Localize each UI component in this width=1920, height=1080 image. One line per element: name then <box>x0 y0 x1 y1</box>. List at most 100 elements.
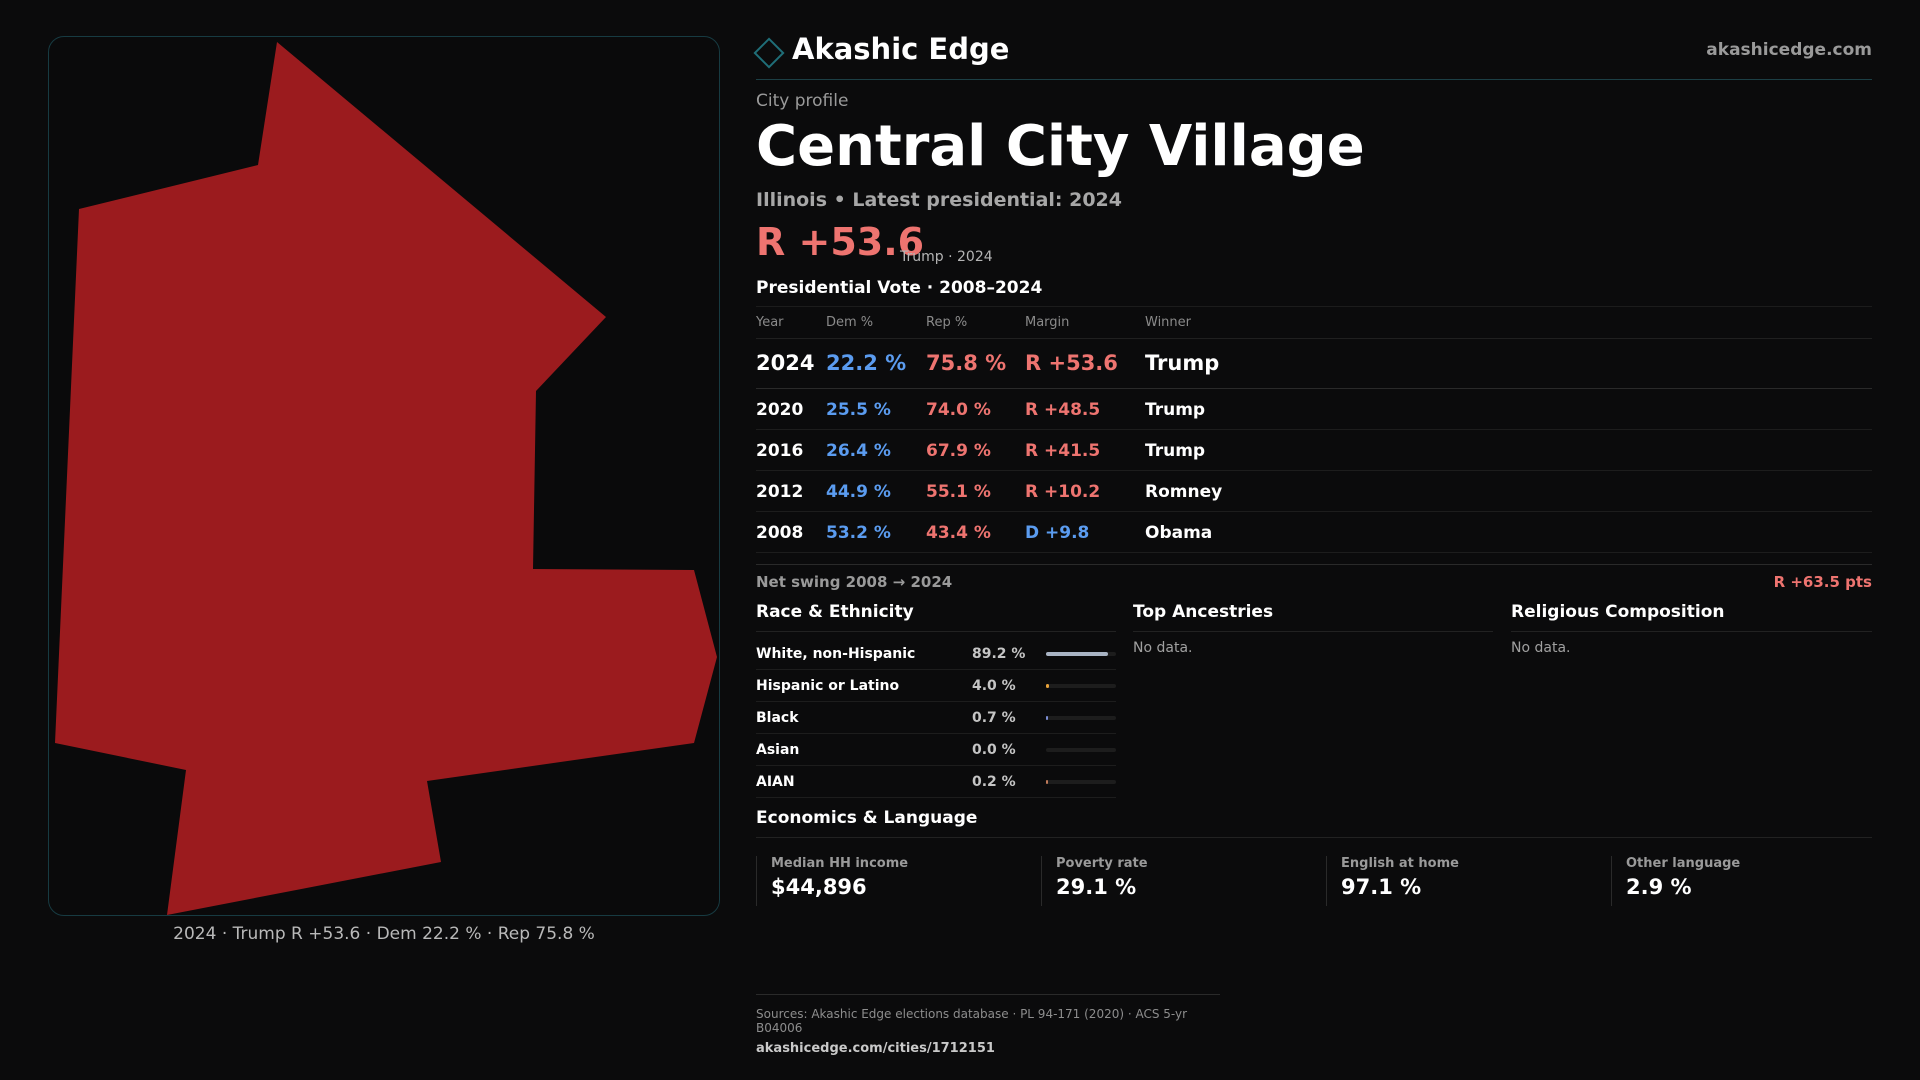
sources-text: Sources: Akashic Edge elections database… <box>756 1007 1188 1035</box>
row-dem-pct: 53.2 % <box>826 523 891 543</box>
race-bar <box>1046 716 1116 720</box>
race-bar-fill <box>1046 652 1108 656</box>
row-winner: Romney <box>1145 482 1223 502</box>
econ-value: 29.1 % <box>1056 875 1137 899</box>
row-margin: R +48.5 <box>1025 400 1101 420</box>
econ-cell-other-language: Other language 2.9 % <box>1611 856 1881 906</box>
race-bar-fill <box>1046 780 1048 784</box>
list-item: AIAN 0.2 % <box>756 766 1116 798</box>
brand-name[interactable]: Akashic Edge <box>792 32 1010 66</box>
race-bar-fill <box>1046 684 1049 688</box>
row-rep-pct: 74.0 % <box>926 400 991 420</box>
religion-section-title: Religious Composition <box>1511 602 1872 632</box>
econ-value: $44,896 <box>771 875 867 899</box>
latest-margin-note: Trump · 2024 <box>900 249 993 265</box>
race-section: Race & Ethnicity White, non-Hispanic 89.… <box>756 602 1116 798</box>
ancestries-empty: No data. <box>1133 640 1193 656</box>
econ-cell-poverty: Poverty rate 29.1 % <box>1041 856 1311 906</box>
sources-url[interactable]: akashicedge.com/cities/1712151 <box>756 1041 995 1056</box>
brand-url[interactable]: akashicedge.com <box>1706 40 1872 60</box>
vote-table-header: Year Dem % Rep % Margin Winner <box>756 307 1872 339</box>
row-winner: Trump <box>1145 441 1206 461</box>
ancestries-section: Top Ancestries No data. <box>1133 602 1493 656</box>
vote-table: Year Dem % Rep % Margin Winner 2024 22.2… <box>756 306 1872 553</box>
latest-margin: R +53.6 <box>756 220 925 264</box>
economics-section-title: Economics & Language <box>756 808 1872 838</box>
sources-footer: Sources: Akashic Edge elections database… <box>756 994 1220 1056</box>
row-dem-pct: 25.5 % <box>826 400 891 420</box>
race-bar <box>1046 652 1116 656</box>
race-bar <box>1046 684 1116 688</box>
diamond-icon <box>753 37 785 69</box>
race-pct: 0.2 % <box>972 774 1016 790</box>
econ-label: Poverty rate <box>1056 856 1148 871</box>
page-eyebrow: City profile <box>756 91 849 111</box>
row-rep-pct: 55.1 % <box>926 482 991 502</box>
econ-label: English at home <box>1341 856 1459 871</box>
row-margin: D +9.8 <box>1025 523 1090 543</box>
row-dem-pct: 22.2 % <box>826 351 907 375</box>
econ-cell-english: English at home 97.1 % <box>1326 856 1596 906</box>
race-bar <box>1046 780 1116 784</box>
race-pct: 89.2 % <box>972 646 1026 662</box>
row-rep-pct: 75.8 % <box>926 351 1007 375</box>
row-margin: R +10.2 <box>1025 482 1101 502</box>
column-header-dem: Dem % <box>826 315 874 330</box>
econ-value: 2.9 % <box>1626 875 1692 899</box>
race-name: White, non-Hispanic <box>756 646 916 662</box>
table-row: 2024 22.2 % 75.8 % R +53.6 Trump <box>756 339 1872 389</box>
column-header-year: Year <box>756 315 784 330</box>
econ-cell-income: Median HH income $44,896 <box>756 856 1026 906</box>
race-pct: 4.0 % <box>972 678 1016 694</box>
row-dem-pct: 26.4 % <box>826 441 891 461</box>
map-caption: 2024 · Trump R +53.6 · Dem 22.2 % · Rep … <box>173 924 595 944</box>
row-winner: Trump <box>1145 400 1206 420</box>
race-section-title: Race & Ethnicity <box>756 602 1116 632</box>
econ-label: Median HH income <box>771 856 909 871</box>
race-pct: 0.7 % <box>972 710 1016 726</box>
map-panel <box>48 36 720 916</box>
race-bar-fill <box>1046 716 1048 720</box>
row-year: 2008 <box>756 523 804 543</box>
row-year: 2012 <box>756 482 804 502</box>
row-rep-pct: 43.4 % <box>926 523 991 543</box>
table-row: 2020 25.5 % 74.0 % R +48.5 Trump <box>756 389 1872 430</box>
row-margin: R +41.5 <box>1025 441 1101 461</box>
row-dem-pct: 44.9 % <box>826 482 891 502</box>
list-item: Black 0.7 % <box>756 702 1116 734</box>
race-pct: 0.0 % <box>972 742 1016 758</box>
net-swing-value: R +63.5 pts <box>1773 573 1872 591</box>
list-item: Hispanic or Latino 4.0 % <box>756 670 1116 702</box>
race-name: AIAN <box>756 774 795 790</box>
page-title: Central City Village <box>756 114 1365 179</box>
city-boundary-map <box>55 42 717 915</box>
column-header-winner: Winner <box>1145 315 1192 330</box>
table-row: 2008 53.2 % 43.4 % D +9.8 Obama <box>756 512 1872 553</box>
city-boundary-shape <box>55 42 717 915</box>
religion-section: Religious Composition No data. <box>1511 602 1872 656</box>
row-margin: R +53.6 <box>1025 351 1118 375</box>
ancestries-section-title: Top Ancestries <box>1133 602 1493 632</box>
column-header-margin: Margin <box>1025 315 1070 330</box>
table-row: 2012 44.9 % 55.1 % R +10.2 Romney <box>756 471 1872 512</box>
race-name: Black <box>756 710 799 726</box>
table-row: 2016 26.4 % 67.9 % R +41.5 Trump <box>756 430 1872 471</box>
column-header-rep: Rep % <box>926 315 968 330</box>
race-bar <box>1046 748 1116 752</box>
list-item: White, non-Hispanic 89.2 % <box>756 638 1116 670</box>
econ-value: 97.1 % <box>1341 875 1422 899</box>
row-rep-pct: 67.9 % <box>926 441 991 461</box>
econ-label: Other language <box>1626 856 1741 871</box>
row-year: 2024 <box>756 351 815 375</box>
race-name: Hispanic or Latino <box>756 678 900 694</box>
page-subtitle: Illinois • Latest presidential: 2024 <box>756 189 1123 211</box>
list-item: Asian 0.0 % <box>756 734 1116 766</box>
vote-table-title: Presidential Vote · 2008–2024 <box>756 278 1043 298</box>
row-year: 2020 <box>756 400 804 420</box>
row-winner: Obama <box>1145 523 1213 543</box>
row-year: 2016 <box>756 441 804 461</box>
brand-header: Akashic Edge akashicedge.com <box>753 32 1872 80</box>
net-swing: Net swing 2008 → 2024 R +63.5 pts <box>756 564 1872 591</box>
net-swing-label: Net swing 2008 → 2024 <box>756 573 953 591</box>
row-winner: Trump <box>1145 351 1220 375</box>
